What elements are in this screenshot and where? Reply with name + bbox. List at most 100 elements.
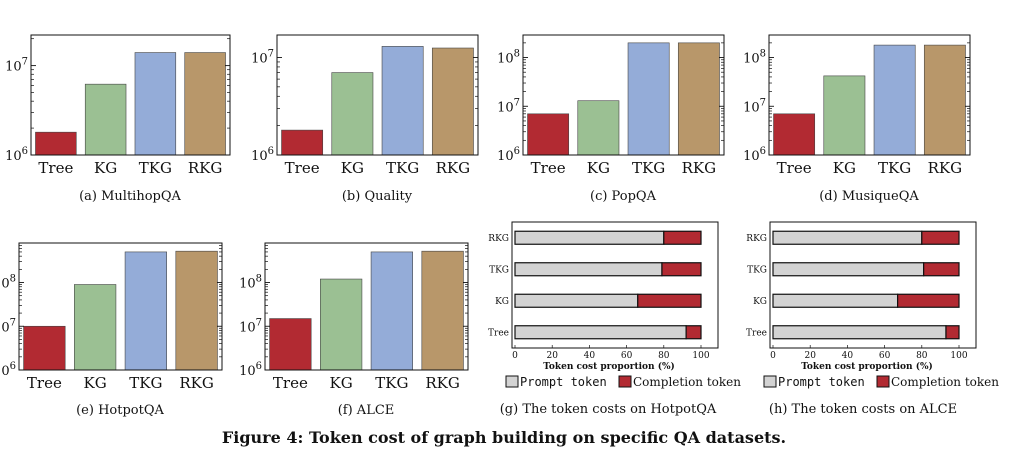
bar-prompt-tree <box>772 325 947 340</box>
bar-prompt-rkg <box>514 230 665 245</box>
figure-title: Figure 4: Token cost of graph building o… <box>222 428 786 447</box>
x-tick-label: RKG <box>425 374 459 392</box>
y-tick-label: 108 <box>239 274 262 292</box>
plot-frame <box>18 242 223 371</box>
y-tick-label: 107 <box>743 97 766 115</box>
plot-frame <box>522 34 725 156</box>
legend-swatch-completion <box>618 375 632 388</box>
x-tick-label: Tree <box>285 159 320 177</box>
bar-rkg <box>431 47 474 156</box>
x-tick-label: Tree <box>273 374 308 392</box>
bar-tree <box>527 113 570 156</box>
y-tick-label: 106 <box>5 146 28 164</box>
legend: Prompt token Completion token <box>763 375 999 389</box>
chart-caption: (a) MultihopQA <box>79 189 181 204</box>
bar-kg <box>823 75 866 156</box>
bar-tree <box>35 131 77 156</box>
x-tick-label: KG <box>341 159 364 177</box>
bar-prompt-tkg <box>772 262 925 277</box>
x-tick-label: TKG <box>139 159 172 177</box>
bar-prompt-kg <box>514 293 639 308</box>
x-tick-label: 0 <box>770 351 776 361</box>
legend-label-completion: Completion token <box>633 375 741 389</box>
bar-tkg <box>370 251 413 371</box>
bar-tkg <box>381 46 424 156</box>
x-tick-label: 0 <box>512 351 518 361</box>
y-tick-label: 107 <box>497 97 520 115</box>
x-tick-label: KG <box>833 159 856 177</box>
x-tick-label: KG <box>330 374 353 392</box>
y-tick-label: 107 <box>0 317 16 335</box>
y-tick-label: TKG <box>489 265 509 275</box>
bar-kg <box>74 284 117 371</box>
legend: Prompt token Completion token <box>505 375 741 389</box>
bar-rkg <box>923 44 966 156</box>
y-tick-label: 106 <box>0 361 16 379</box>
y-tick-label: KG <box>495 297 509 307</box>
y-tick-label: 106 <box>239 361 262 379</box>
y-tick-label: KG <box>753 297 767 307</box>
legend-swatch-prompt <box>763 375 777 388</box>
bar-kg <box>84 83 127 156</box>
bar-kg <box>577 100 620 156</box>
bar-rkg <box>677 42 720 156</box>
plot-frame <box>264 242 469 371</box>
legend-label-prompt: Prompt token <box>520 375 607 389</box>
y-tick-label: 106 <box>743 146 766 164</box>
chart-caption: (g) The token costs on HotpotQA <box>500 402 717 417</box>
x-tick-label: 40 <box>584 351 596 361</box>
x-tick-label: TKG <box>632 159 665 177</box>
x-tick-label: 40 <box>842 351 854 361</box>
x-tick-label: TKG <box>386 159 419 177</box>
chart-caption: (c) PopQA <box>590 189 657 204</box>
x-tick-label: RKG <box>682 159 716 177</box>
x-tick-label: 60 <box>621 351 633 361</box>
legend-swatch-completion <box>876 375 890 388</box>
bar-completion-tkg <box>923 262 960 277</box>
bar-tree <box>269 318 312 371</box>
bar-tree <box>23 325 66 371</box>
legend-swatch-prompt <box>505 375 519 388</box>
x-tick-label: RKG <box>928 159 962 177</box>
x-tick-label: KG <box>587 159 610 177</box>
y-tick-label: 107 <box>5 57 28 75</box>
x-tick-label: 80 <box>658 351 670 361</box>
x-tick-label: 60 <box>879 351 891 361</box>
y-tick-label: 108 <box>0 274 16 292</box>
chart-caption: (f) ALCE <box>338 403 395 418</box>
x-axis-label: Token cost proportion (%) <box>801 361 933 372</box>
x-axis-label: Token cost proportion (%) <box>543 361 675 372</box>
bar-rkg <box>184 52 226 156</box>
y-tick-label: 108 <box>743 49 766 67</box>
x-tick-label: RKG <box>436 159 470 177</box>
bar-completion-tree <box>685 325 702 340</box>
plot-frame <box>276 34 479 156</box>
y-tick-label: 106 <box>251 146 274 164</box>
x-tick-label: 20 <box>804 351 816 361</box>
bar-prompt-rkg <box>772 230 923 245</box>
bar-completion-rkg <box>663 230 702 245</box>
bar-tkg <box>873 44 916 156</box>
bar-completion-tree <box>945 325 960 340</box>
bar-kg <box>320 278 363 371</box>
plot-frame <box>30 34 231 156</box>
x-tick-label: 100 <box>692 351 709 361</box>
x-tick-label: 80 <box>916 351 928 361</box>
y-tick-label: RKG <box>746 234 767 244</box>
y-tick-label: TKG <box>747 265 767 275</box>
bar-tkg <box>627 42 670 156</box>
x-tick-label: KG <box>94 159 117 177</box>
x-tick-label: TKG <box>878 159 911 177</box>
bar-kg <box>331 72 374 156</box>
plot-frame <box>769 221 977 349</box>
y-tick-label: 106 <box>497 146 520 164</box>
bar-tree <box>281 129 324 156</box>
bar-prompt-kg <box>772 293 899 308</box>
chart-caption: (h) The token costs on ALCE <box>769 402 957 417</box>
chart-caption: (e) HotpotQA <box>76 403 164 418</box>
bar-tkg <box>124 251 167 371</box>
bar-tree <box>773 113 816 156</box>
x-tick-label: Tree <box>531 159 566 177</box>
bar-rkg <box>175 250 218 371</box>
